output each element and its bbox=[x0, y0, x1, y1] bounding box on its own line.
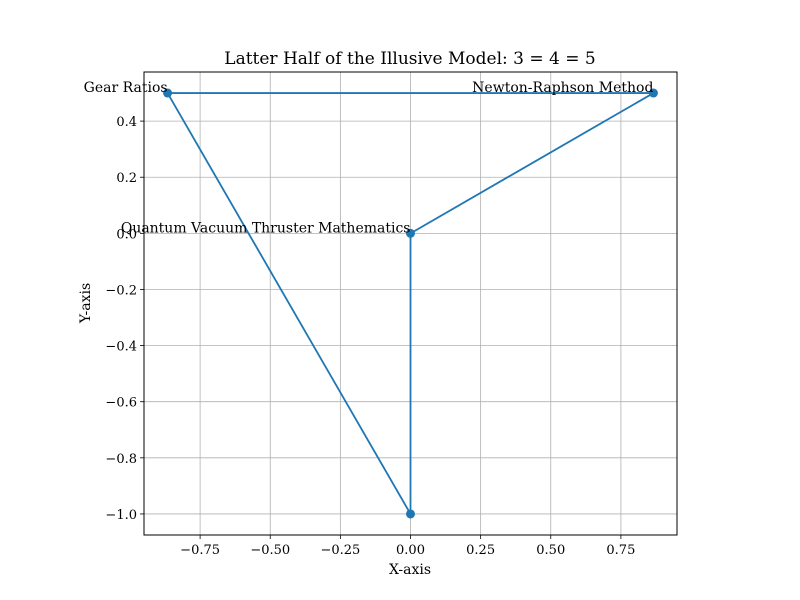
y-axis-label: Y-axis bbox=[78, 283, 94, 324]
data-series bbox=[163, 88, 658, 519]
y-tick-label: −0.6 bbox=[105, 396, 137, 411]
annotations: Quantum Vacuum Thruster Mathematics Newto… bbox=[84, 80, 654, 236]
axis-ticks: −0.75 −0.50 −0.25 0.00 0.25 0.50 0.75 0.4 0.2 0.0… bbox=[105, 115, 635, 558]
x-tick-label: 0.00 bbox=[396, 543, 425, 558]
y-tick-label: −0.2 bbox=[105, 283, 137, 298]
x-tick-label: −0.50 bbox=[250, 543, 290, 558]
y-tick-label: 0.2 bbox=[116, 171, 137, 186]
x-tick-label: 0.25 bbox=[466, 543, 495, 558]
y-tick-label: −0.4 bbox=[105, 340, 137, 355]
annotation-label: Quantum Vacuum Thruster Mathematics bbox=[121, 220, 411, 236]
data-point bbox=[406, 509, 415, 519]
x-tick-label: −0.25 bbox=[320, 543, 360, 558]
y-tick-label: 0.0 bbox=[116, 227, 137, 242]
data-point bbox=[406, 228, 415, 238]
y-tick-label: −0.8 bbox=[105, 452, 137, 467]
x-tick-label: −0.75 bbox=[180, 543, 220, 558]
annotation-label: Gear Ratios bbox=[84, 80, 168, 96]
data-point bbox=[648, 88, 658, 98]
x-tick-label: 0.50 bbox=[536, 543, 565, 558]
y-tick-label: 0.4 bbox=[116, 115, 137, 130]
data-point bbox=[163, 88, 173, 98]
y-tick-label: −1.0 bbox=[105, 508, 137, 523]
annotation-label: Newton-Raphson Method bbox=[472, 80, 653, 96]
chart-title: Latter Half of the Illusive Model: 3 = 4… bbox=[224, 49, 595, 69]
x-axis-label: X-axis bbox=[389, 562, 431, 578]
x-tick-label: 0.75 bbox=[606, 543, 635, 558]
